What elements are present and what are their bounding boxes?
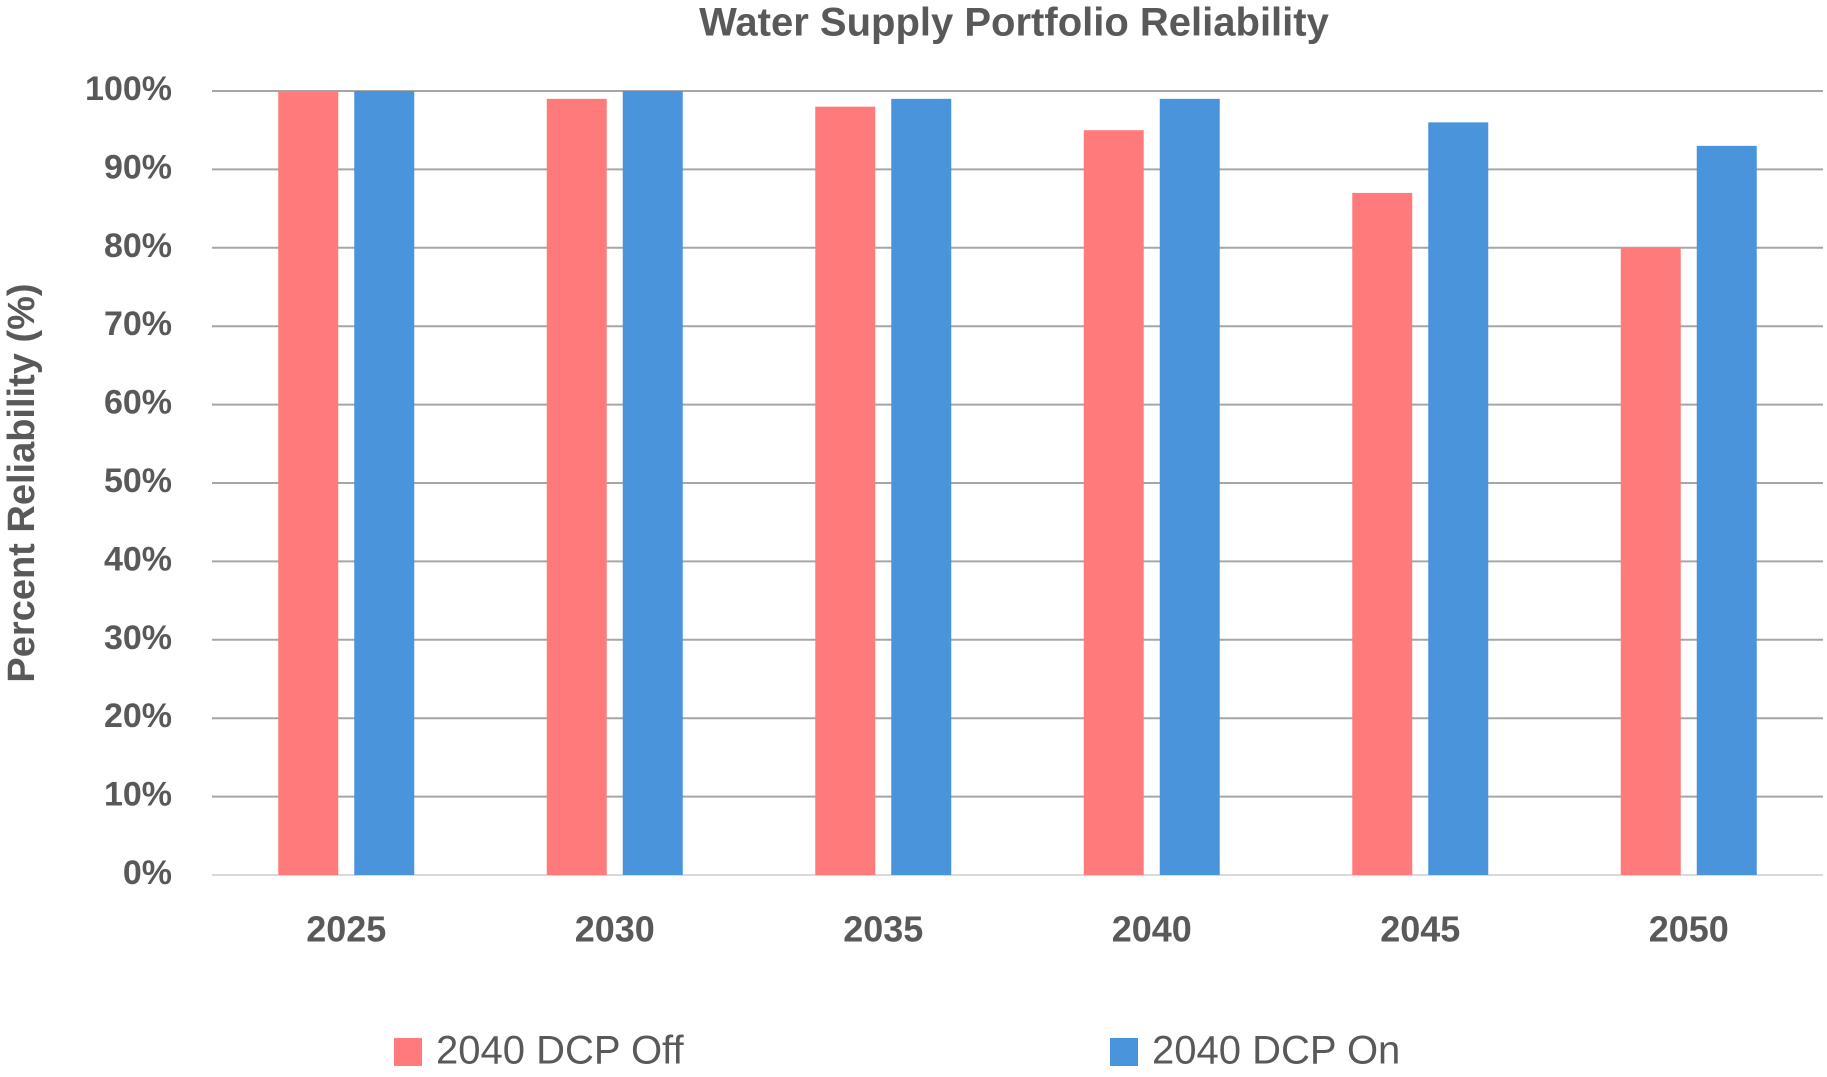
bar [622,91,683,875]
bar [1620,247,1681,876]
x-tick-label: 2045 [1380,909,1460,950]
chart-title: Water Supply Portfolio Reliability [699,1,1329,45]
bar [1159,98,1220,876]
bar [815,106,876,876]
y-tick-label: 20% [104,697,172,735]
y-tick-label: 60% [104,384,172,422]
x-tick-label: 2040 [1112,909,1192,950]
legend-label: 2040 DCP On [1152,1029,1400,1073]
bar [1083,130,1144,875]
y-tick-label: 0% [123,854,172,892]
y-tick-label: 50% [104,462,172,500]
x-tick-label: 2035 [843,909,923,950]
y-tick-label: 30% [104,619,172,657]
bar [354,91,415,875]
y-axis-label: Percent Reliability (%) [1,283,43,682]
legend-swatch [394,1038,422,1066]
bar [1352,192,1413,876]
y-tick-label: 10% [104,776,172,814]
y-tick-label: 70% [104,305,172,343]
x-tick-label: 2025 [306,909,386,950]
bar [546,98,607,876]
bar [278,91,339,875]
legend-swatch [1110,1038,1138,1066]
x-tick-label: 2050 [1649,909,1729,950]
y-tick-label: 80% [104,227,172,265]
bar [891,98,952,876]
legend-label: 2040 DCP Off [436,1029,684,1073]
x-tick-label: 2030 [575,909,655,950]
bar [1428,122,1489,876]
y-tick-label: 90% [104,148,172,186]
y-tick-label: 100% [85,70,172,108]
bar [1696,145,1757,875]
y-tick-label: 40% [104,540,172,578]
